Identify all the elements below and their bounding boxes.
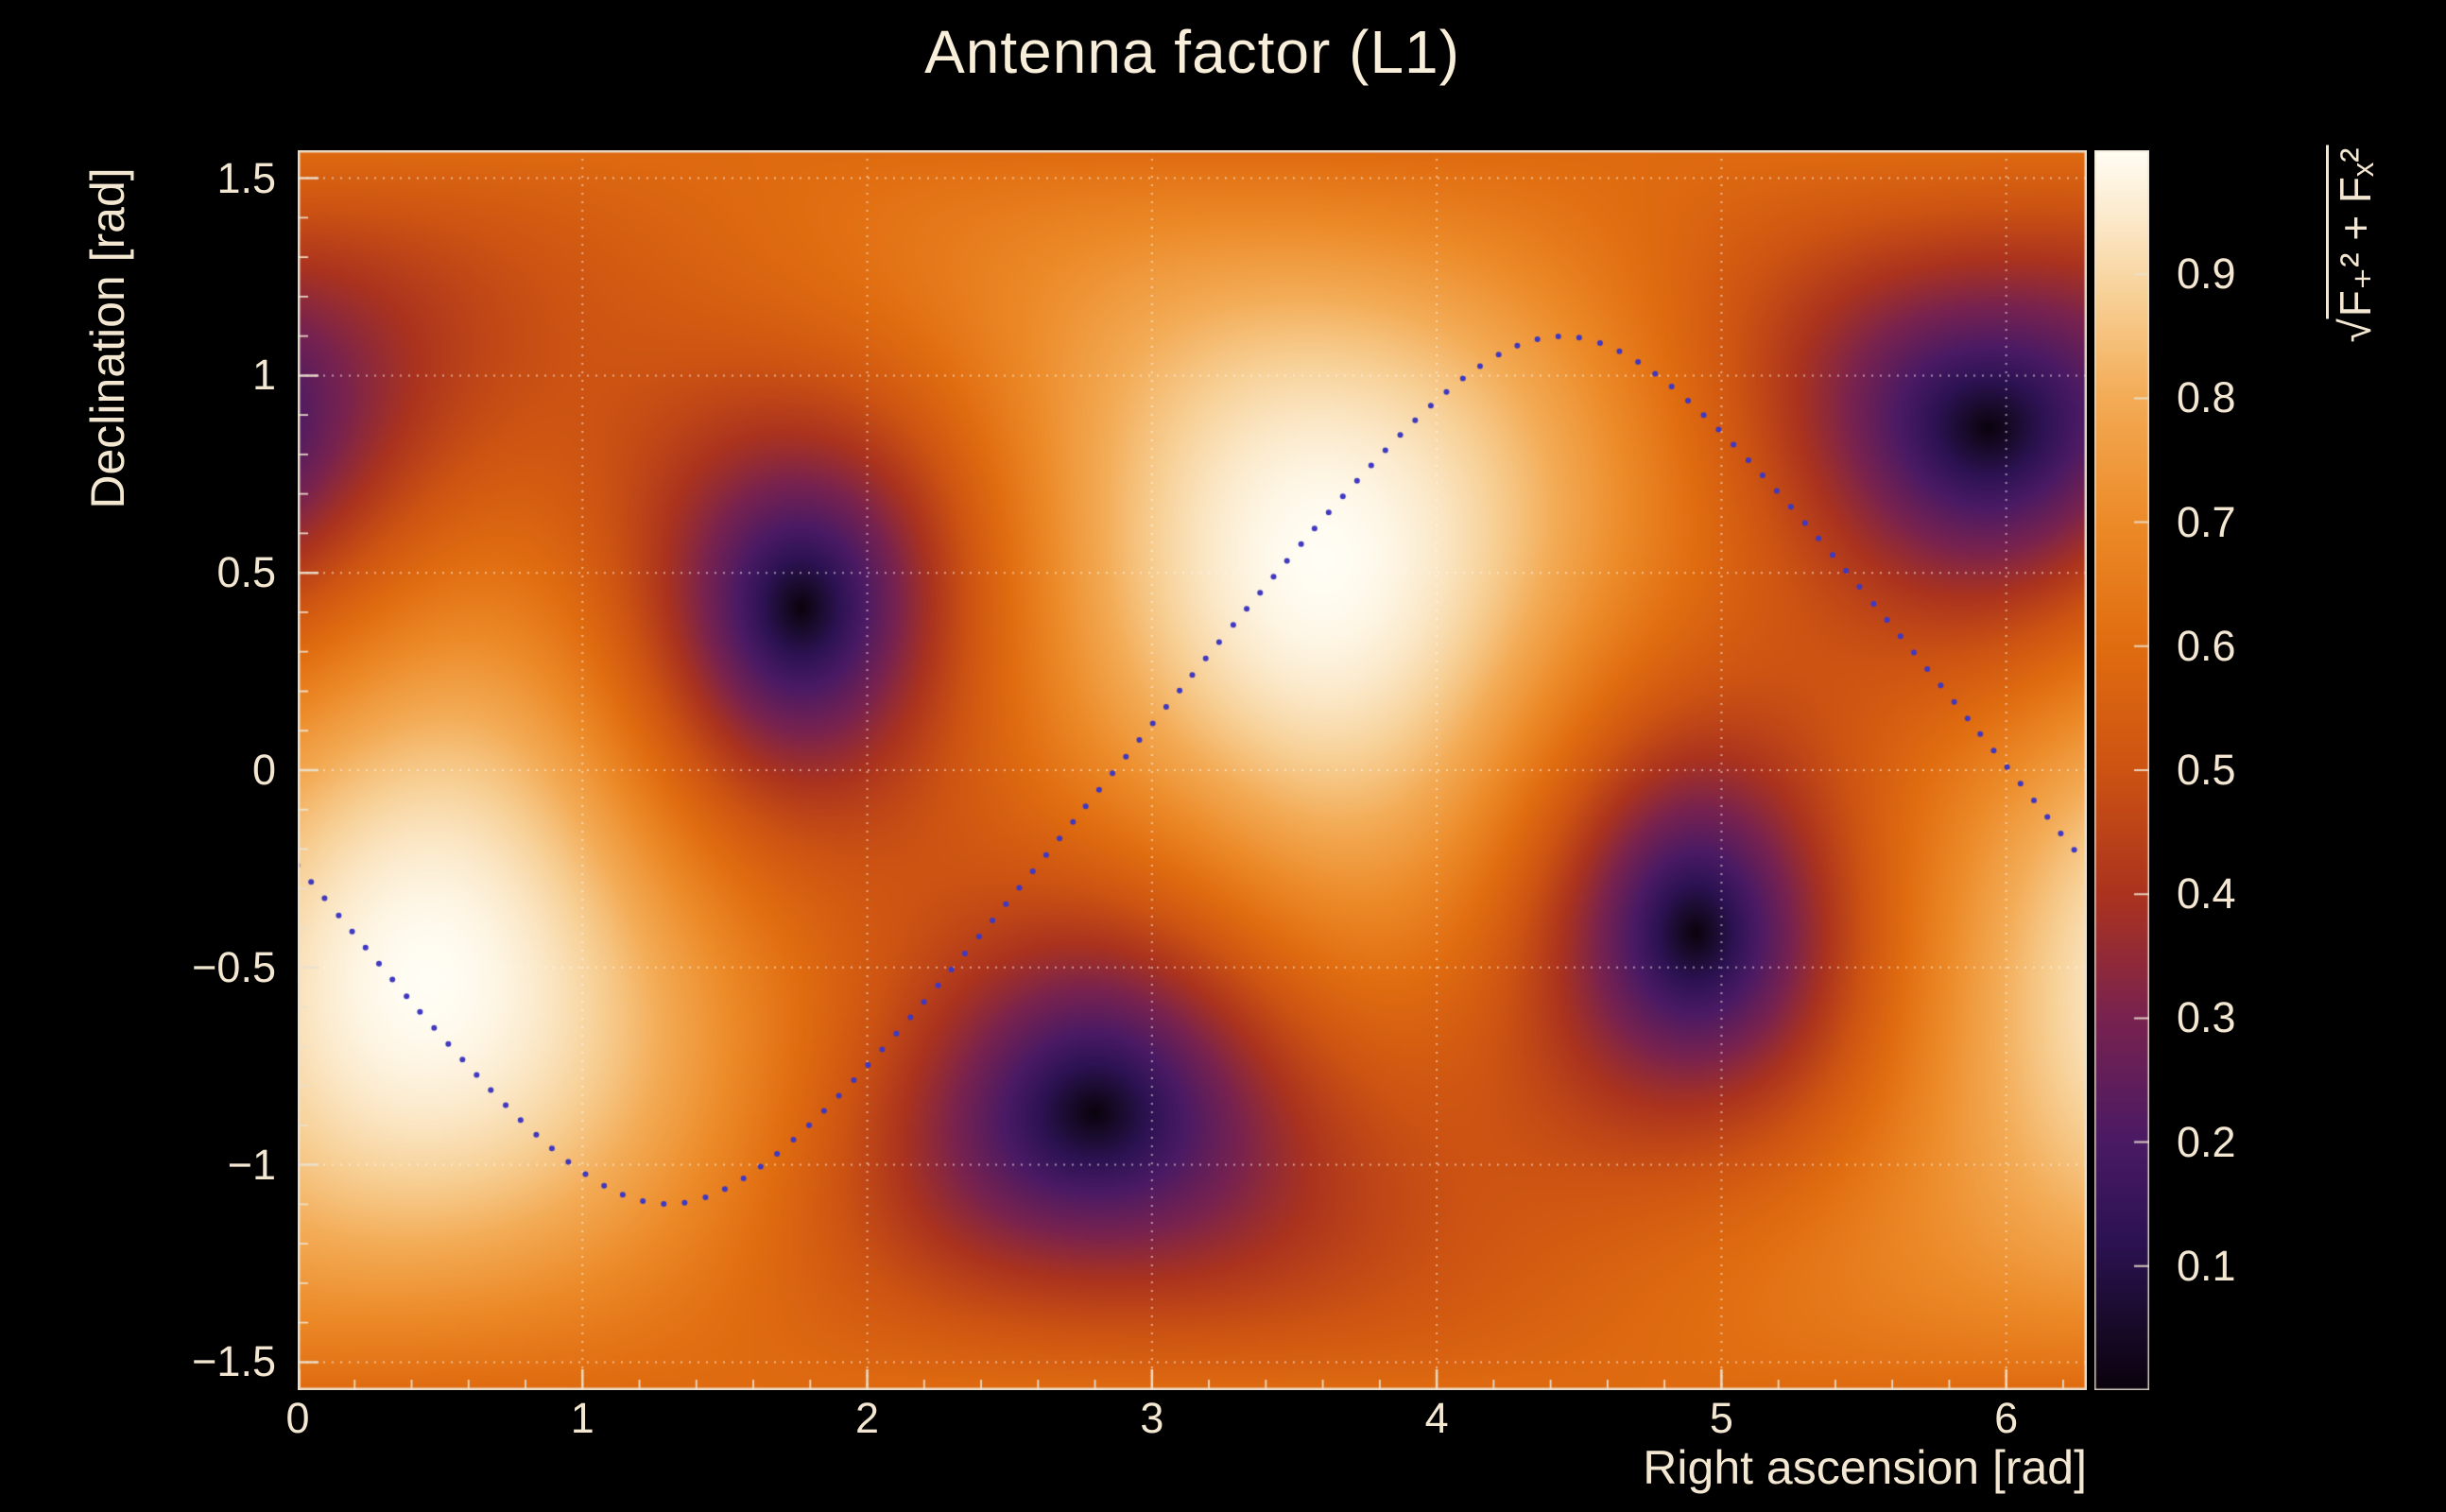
- colorbar-tick-label: 0.6: [2177, 621, 2236, 670]
- colorbar-tick-label: 0.9: [2177, 249, 2236, 299]
- colorbar-tick-label: 0.5: [2177, 746, 2236, 794]
- x-tick-label: 6: [1994, 1394, 2019, 1442]
- y-tick-label: 1: [251, 351, 276, 400]
- colorbar: [2094, 150, 2149, 1390]
- colorbar-tick-label: 0.4: [2177, 869, 2236, 919]
- y-tick-label: 0.5: [216, 548, 276, 597]
- colorbar-tick-labels: 0.9 0.8 0.7 0.6 0.5 0.4 0.3 0.2 0.1: [2177, 150, 2366, 1390]
- y-tick-label: 1.5: [216, 153, 276, 202]
- x-tick-label: 4: [1424, 1394, 1449, 1442]
- chart-title: Antenna factor (L1): [924, 18, 1460, 86]
- x-tick-label: 1: [570, 1394, 594, 1442]
- x-axis-title: Right ascension [rad]: [1643, 1441, 2087, 1494]
- colorbar-tick-label: 0.3: [2177, 993, 2236, 1042]
- colorbar-tick-label: 0.8: [2177, 373, 2236, 422]
- x-tick-label: 3: [1140, 1394, 1164, 1442]
- x-tick-labels: 0 1 2 3 4 5 6: [285, 1393, 2087, 1450]
- x-tick-label: 0: [285, 1394, 310, 1442]
- heatmap-canvas: [298, 150, 2087, 1390]
- y-tick-label: −1: [227, 1140, 276, 1189]
- y-tick-labels: 1.5 1 0.5 0 −0.5 −1 −1.5: [0, 150, 284, 1390]
- y-tick-label: −0.5: [192, 942, 276, 991]
- x-tick-label: 5: [1709, 1394, 1733, 1442]
- colorbar-tick-label: 0.2: [2177, 1117, 2236, 1166]
- colorbar-tick-label: 0.7: [2177, 497, 2236, 546]
- x-tick-label: 2: [855, 1394, 880, 1442]
- y-tick-label: −1.5: [192, 1337, 276, 1386]
- colorbar-tick-label: 0.1: [2177, 1241, 2236, 1290]
- y-tick-label: 0: [251, 746, 276, 794]
